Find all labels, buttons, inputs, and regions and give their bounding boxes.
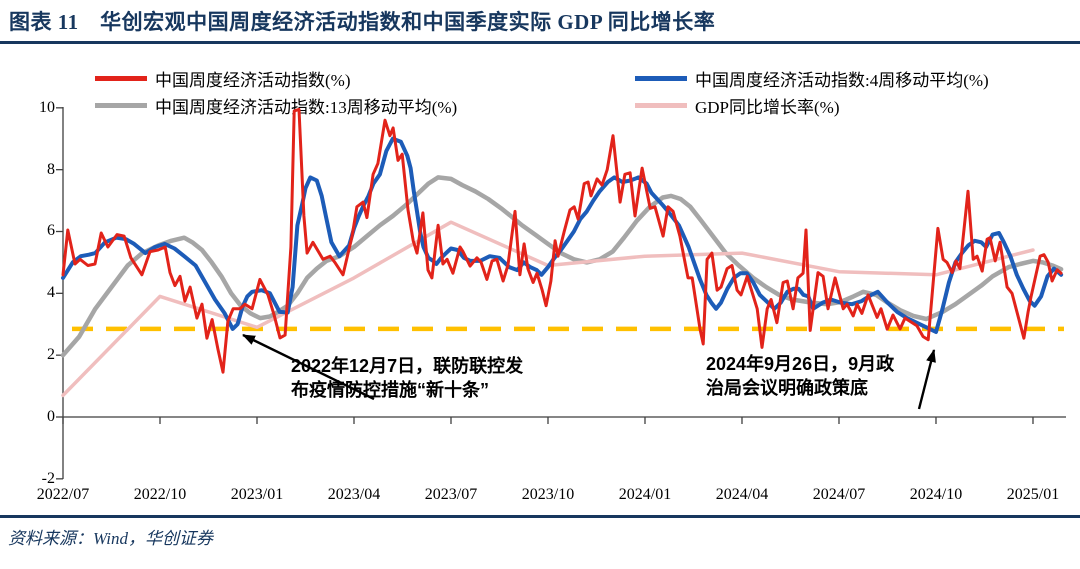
y-tick-label: 6 (47, 222, 55, 240)
x-tick-label: 2024/10 (909, 486, 963, 503)
y-tick-label: 4 (47, 284, 55, 302)
x-tick-label: 2022/07 (36, 486, 90, 503)
x-tick-label: 2024/01 (618, 486, 672, 503)
annotation-policy-bottom: 2024年9月26日，9月政 治局会议明确政策底 (706, 352, 894, 400)
x-tick-label: 2023/10 (521, 486, 575, 503)
y-tick-label: 2 (47, 346, 55, 364)
annotation-line: 治局会议明确政策底 (706, 378, 868, 398)
x-tick-label: 2024/07 (812, 486, 866, 503)
legend-label: GDP同比增长率(%) (695, 98, 840, 117)
legend-item-13wk-ma: 中国周度经济活动指数:13周移动平均(%) (95, 93, 457, 118)
figure-title: 图表 11 华创宏观中国周度经济活动指数和中国季度实际 GDP 同比增长率 (9, 10, 716, 34)
source-note: 资料来源：Wind，华创证券 (8, 529, 213, 548)
x-tick-label: 2025/01 (1006, 486, 1060, 503)
x-tick-label: 2023/07 (424, 486, 478, 503)
x-tick-label: 2023/01 (230, 486, 284, 503)
annotation-new-ten-measures: 2022年12月7日，联防联控发 布疫情防控措施“新十条” (291, 354, 523, 402)
y-tick-label: 0 (47, 408, 55, 425)
top-divider (0, 41, 1080, 44)
x-tick-label: 2023/04 (327, 486, 381, 503)
annotation-line: 2024年9月26日，9月政 (706, 354, 895, 374)
legend-item-weekly-index: 中国周度经济活动指数(%) (95, 66, 350, 91)
y-tick-label: 8 (47, 160, 55, 178)
annotation-line: 布疫情防控措施“新十条” (291, 380, 489, 400)
legend-swatch-gray (95, 103, 147, 108)
legend-item-4wk-ma: 中国周度经济活动指数:4周移动平均(%) (635, 66, 989, 91)
weekly-index-line (61, 107, 1063, 374)
annotation-arrow (917, 349, 936, 410)
legend-label: 中国周度经济活动指数:13周移动平均(%) (155, 98, 458, 117)
y-tick-label: 10 (39, 98, 55, 116)
legend-label: 中国周度经济活动指数(%) (155, 71, 351, 90)
legend-swatch-pink (635, 103, 687, 108)
x-tick-label: 2022/10 (133, 486, 187, 503)
x-tick-label: 2024/04 (715, 486, 769, 503)
bottom-divider (0, 515, 1080, 518)
legend-swatch-red (95, 76, 147, 81)
legend-item-gdp: GDP同比增长率(%) (635, 93, 840, 118)
annotation-arrow (242, 333, 375, 401)
legend-swatch-blue (635, 76, 687, 81)
annotation-line: 2022年12月7日，联防联控发 (291, 356, 524, 376)
y-tick-label: -2 (41, 469, 55, 487)
legend-label: 中国周度经济活动指数:4周移动平均(%) (695, 71, 989, 90)
